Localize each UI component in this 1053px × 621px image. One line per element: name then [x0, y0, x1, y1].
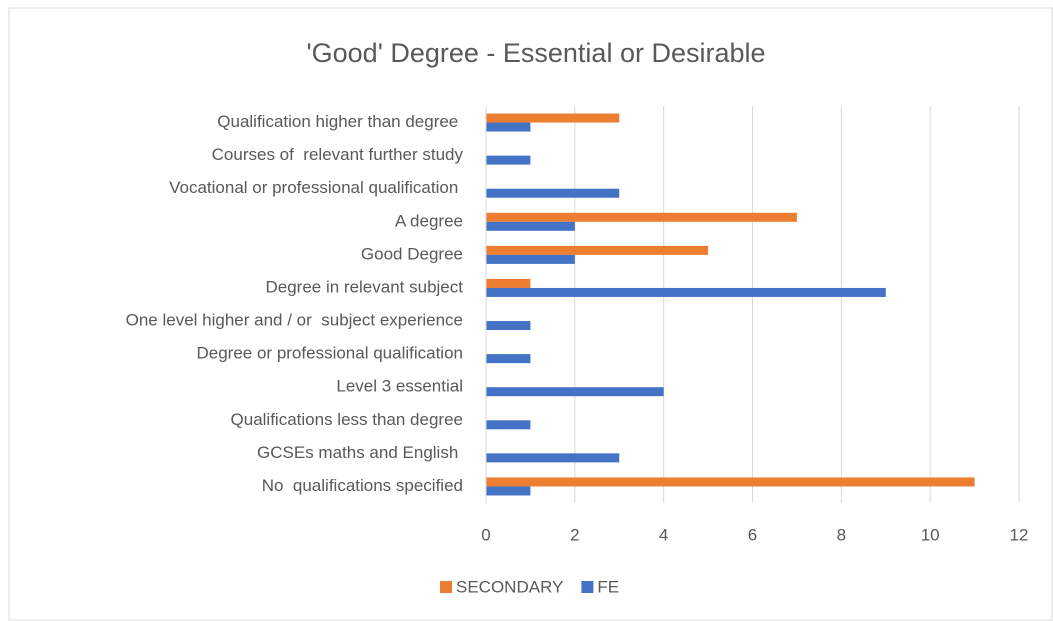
- legend-label: FE: [597, 577, 619, 596]
- x-tick-label: 6: [748, 525, 757, 544]
- legend-swatch: [440, 581, 452, 593]
- y-tick-label: Vocational or professional qualification: [169, 178, 463, 197]
- legend-swatch: [581, 581, 594, 593]
- y-tick-label: Courses of relevant further study: [212, 145, 464, 164]
- legend-label: SECONDARY: [456, 577, 563, 596]
- x-tick-label: 2: [570, 525, 579, 544]
- x-tick-label: 10: [921, 525, 940, 544]
- bar: [486, 477, 975, 487]
- y-tick-label: Good Degree: [361, 244, 463, 263]
- chart-title: 'Good' Degree - Essential or Desirable: [306, 38, 765, 68]
- y-tick-label: Degree or professional qualification: [197, 344, 464, 363]
- x-tick-label: 12: [1010, 525, 1029, 544]
- x-tick-label: 4: [659, 525, 668, 544]
- bar: [486, 155, 531, 165]
- bar: [486, 221, 575, 231]
- y-tick-label: Qualifications less than degree: [231, 410, 463, 429]
- bar: [486, 287, 886, 297]
- bar: [486, 354, 531, 364]
- y-tick-label: Qualification higher than degree: [217, 112, 463, 131]
- bar: [486, 387, 664, 397]
- y-tick-label: Level 3 essential: [336, 377, 463, 396]
- bar: [486, 321, 531, 331]
- y-tick-label: A degree: [395, 211, 463, 230]
- bar: [486, 188, 620, 198]
- chart-frame: [8, 7, 1053, 621]
- x-tick-label: 0: [481, 525, 490, 544]
- bar: [486, 245, 709, 255]
- bar: [486, 278, 531, 288]
- bar: [486, 113, 620, 123]
- bar: [486, 420, 531, 430]
- y-tick-label: Degree in relevant subject: [265, 277, 463, 296]
- bar: [486, 486, 531, 496]
- bar: [486, 212, 797, 222]
- bar: [486, 453, 620, 463]
- y-tick-label: GCSEs maths and English: [257, 443, 463, 462]
- bar: [486, 254, 575, 264]
- y-tick-label: No qualifications specified: [262, 476, 463, 495]
- bar: [486, 122, 531, 132]
- x-tick-label: 8: [837, 525, 846, 544]
- y-tick-label: One level higher and / or subject experi…: [126, 311, 463, 330]
